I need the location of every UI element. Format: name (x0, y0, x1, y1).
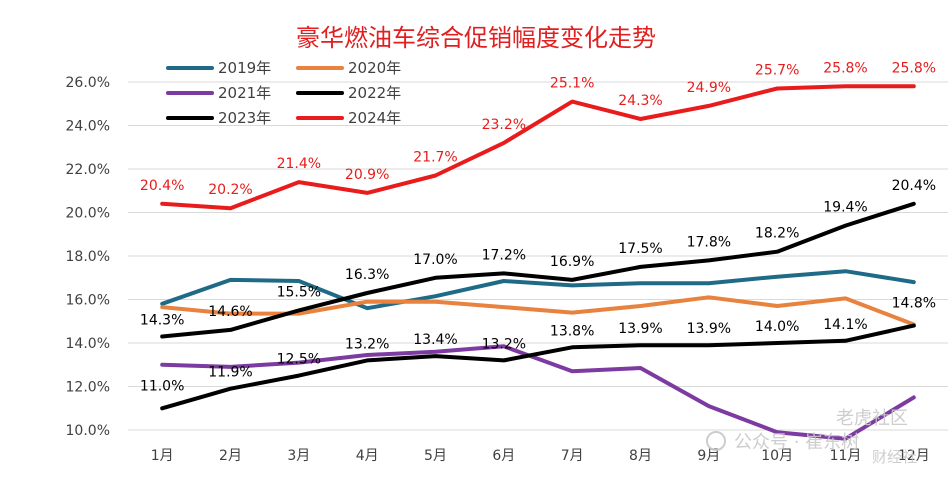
x-tick-label: 3月 (287, 448, 310, 464)
legend-label: 2020年 (348, 59, 401, 77)
x-tick-label: 6月 (492, 448, 515, 464)
x-tick-label: 9月 (697, 448, 720, 464)
data-label: 25.8% (823, 60, 867, 76)
wechat-icon (706, 431, 726, 451)
gridlines (128, 81, 948, 431)
watermark: 老虎社区 公众号 · 崔东树 财经社 (706, 408, 917, 466)
x-tick-label: 1月 (151, 448, 174, 464)
data-label: 19.4% (823, 200, 867, 216)
data-label: 13.8% (550, 323, 594, 339)
legend-item: 2023年 (166, 109, 271, 127)
data-label: 14.3% (140, 312, 184, 328)
data-label: 14.1% (823, 317, 867, 333)
data-label: 17.8% (687, 234, 731, 250)
chart-title: 豪华燃油车综合促销幅度变化走势 (296, 24, 656, 52)
data-label: 12.5% (277, 352, 321, 368)
data-label: 25.8% (892, 60, 936, 76)
data-label: 14.0% (755, 319, 799, 335)
y-tick-label: 24.0% (66, 119, 110, 135)
legend-label: 2021年 (218, 84, 271, 102)
data-label: 20.4% (140, 178, 184, 194)
data-label: 24.9% (687, 80, 731, 96)
y-tick-label: 14.0% (66, 336, 110, 352)
data-label: 23.2% (482, 117, 526, 133)
data-label: 16.9% (550, 254, 594, 270)
data-label: 13.9% (618, 321, 662, 337)
y-tick-label: 20.0% (66, 206, 110, 222)
watermark-corner: 财经社 (872, 448, 917, 466)
series-line-2024年 (160, 84, 916, 211)
y-tick-label: 18.0% (66, 249, 110, 265)
x-tick-label: 12月 (898, 448, 930, 464)
legend-item: 2022年 (296, 84, 401, 102)
data-label: 13.9% (687, 321, 731, 337)
data-label: 17.5% (618, 241, 662, 257)
legend-label: 2023年 (218, 109, 271, 127)
data-label: 14.6% (208, 304, 252, 320)
data-label: 14.8% (892, 296, 936, 312)
data-label: 25.1% (550, 76, 594, 92)
series-line-2023年 (160, 201, 916, 339)
y-tick-label: 10.0% (66, 423, 110, 439)
x-tick-label: 11月 (830, 448, 862, 464)
data-label: 16.3% (345, 267, 389, 283)
x-tick-label: 7月 (561, 448, 584, 464)
data-label: 17.2% (482, 247, 526, 263)
legend: 2019年 2020年 2021年 2022年 2023年 2024年 (166, 59, 401, 127)
series-lines (160, 84, 916, 441)
y-tick-label: 12.0% (66, 380, 110, 396)
data-label: 20.2% (208, 182, 252, 198)
y-tick-label: 22.0% (66, 162, 110, 178)
watermark-bottom: 公众号 · 崔东树 (734, 432, 859, 453)
data-labels: 20.4% 20.2% 21.4% 20.9% 21.7% 23.2% 25.1% 24.3%… (140, 60, 936, 394)
x-tick-label: 8月 (629, 448, 652, 464)
data-label: 18.2% (755, 226, 799, 242)
data-label: 25.7% (755, 63, 799, 79)
legend-item: 2021年 (166, 84, 271, 102)
x-axis: 1月 2月 3月 4月 5月 6月 7月 8月 9月 10月 11月 12月 (151, 448, 930, 464)
series-line-2021年 (160, 344, 916, 441)
data-label: 21.4% (277, 156, 321, 172)
data-label: 13.4% (413, 332, 457, 348)
data-label: 13.2% (482, 336, 526, 352)
legend-label: 2022年 (348, 84, 401, 102)
watermark-top: 老虎社区 (836, 408, 908, 429)
x-tick-label: 10月 (761, 448, 793, 464)
legend-item: 2024年 (296, 109, 401, 127)
data-label: 15.5% (277, 284, 321, 300)
y-tick-label: 16.0% (66, 293, 110, 309)
data-label: 13.2% (345, 336, 389, 352)
data-label: 11.0% (140, 378, 184, 394)
series-line-2020年 (160, 295, 916, 327)
x-tick-label: 2月 (219, 448, 242, 464)
legend-label: 2019年 (218, 59, 271, 77)
data-label: 20.4% (892, 178, 936, 194)
x-tick-label: 4月 (356, 448, 379, 464)
data-label: 21.7% (413, 150, 457, 166)
data-label: 11.9% (208, 365, 252, 381)
x-tick-label: 5月 (424, 448, 447, 464)
series-line-2019年 (160, 269, 916, 311)
data-label: 17.0% (413, 252, 457, 268)
series-line-2022年 (160, 323, 916, 411)
y-tick-label: 26.0% (66, 75, 110, 91)
legend-item: 2019年 (166, 59, 271, 77)
y-axis: 10.0% 12.0% 14.0% 16.0% 18.0% 20.0% 22.0% 24.0%… (66, 75, 110, 439)
data-label: 24.3% (618, 93, 662, 109)
data-label: 20.9% (345, 167, 389, 183)
legend-item: 2020年 (296, 59, 401, 77)
legend-label: 2024年 (348, 109, 401, 127)
